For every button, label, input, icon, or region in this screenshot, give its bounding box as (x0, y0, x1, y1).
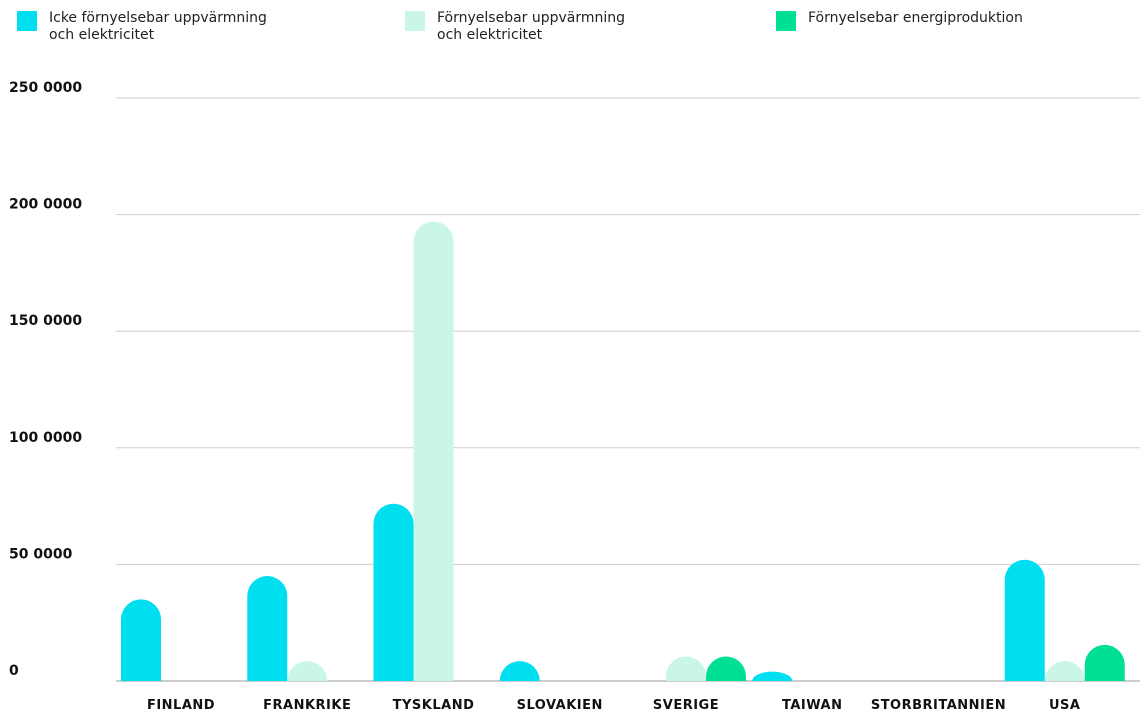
bar-tyskland-series-1 (413, 221, 454, 681)
y-tick-label-1: 50 0000 (9, 546, 73, 562)
x-axis-labels: FINLAND FRANKRIKE TYSKLAND SLOVAKIEN SVERIGE… (147, 698, 1080, 713)
y-axis-labels: 0 50 0000 100 0000 150 0000 200 0000 250 0000 (9, 80, 82, 679)
y-tick-label-3: 150 0000 (9, 313, 82, 329)
bar-sverige-series-2 (706, 656, 746, 681)
bar-finland-series-0 (121, 599, 161, 681)
x-tick-label-usa: USA (1049, 698, 1080, 713)
legend-label-icke-fornyelsebar: Icke förnyelsebar uppvärmning och elektr… (49, 10, 267, 43)
bar-frankrike-series-1 (287, 661, 328, 681)
x-tick-label-storbritannien: STORBRITANNIEN (871, 698, 1006, 713)
bar-sverige-series-1 (666, 656, 706, 681)
grid-lines (116, 97, 1140, 682)
y-tick-label-5: 250 0000 (9, 80, 82, 96)
bar-usa-series-0 (1004, 559, 1045, 681)
bar-tyskland-series-0 (373, 503, 414, 681)
bar-taiwan-series-0 (752, 671, 793, 681)
x-tick-label-taiwan: TAIWAN (782, 698, 842, 713)
legend-item-fornyelsebar-energiproduktion: Förnyelsebar energiproduktion (776, 10, 1023, 31)
legend-item-icke-fornyelsebar: Icke förnyelsebar uppvärmning och elektr… (17, 10, 267, 44)
bar-frankrike-series-0 (247, 576, 288, 681)
bar-slovakien-series-0 (499, 661, 540, 681)
legend-item-fornyelsebar-uppvarmning: Förnyelsebar uppvärmning och elektricite… (405, 10, 625, 44)
legend-label-fornyelsebar-uppvarmning: Förnyelsebar uppvärmning och elektricite… (437, 10, 626, 43)
x-tick-label-frankrike: FRANKRIKE (263, 698, 351, 713)
legend-swatch-fornyelsebar-energiproduktion (776, 11, 796, 31)
x-tick-label-sverige: SVERIGE (653, 698, 719, 713)
legend-label-fornyelsebar-energiproduktion: Förnyelsebar energiproduktion (808, 10, 1023, 26)
x-tick-label-tyskland: TYSKLAND (393, 698, 475, 713)
y-tick-label-0: 0 (9, 663, 19, 679)
bar-usa-series-2 (1084, 644, 1125, 681)
legend: Icke förnyelsebar uppvärmning och elektr… (0, 10, 1142, 60)
x-tick-label-finland: FINLAND (147, 698, 215, 713)
legend-swatch-fornyelsebar-uppvarmning (405, 11, 425, 31)
bars (121, 221, 1125, 681)
y-tick-label-4: 200 0000 (9, 197, 82, 213)
legend-swatch-icke-fornyelsebar (17, 11, 37, 31)
x-tick-label-slovakien: SLOVAKIEN (517, 698, 603, 713)
y-tick-label-2: 100 0000 (9, 430, 82, 446)
bar-usa-series-1 (1044, 661, 1085, 681)
